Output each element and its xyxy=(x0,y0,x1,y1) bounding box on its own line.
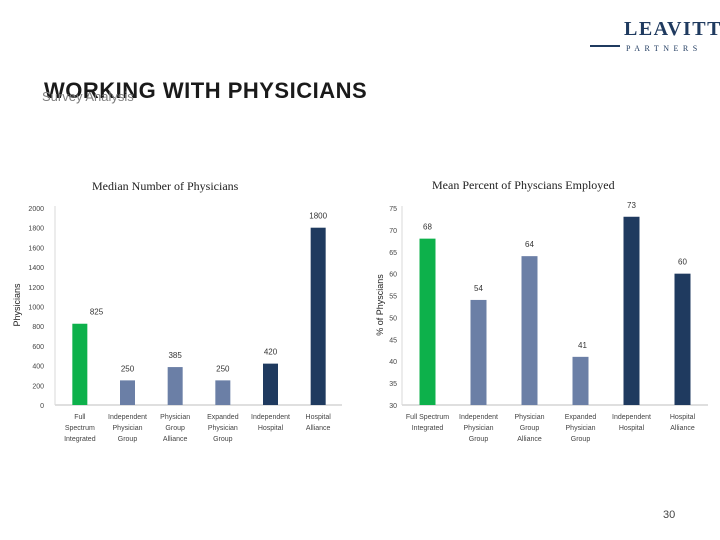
chart1-category-label: Hospital xyxy=(306,414,332,421)
chart2-category-label: Alliance xyxy=(670,425,695,432)
logo-mark-icon xyxy=(590,45,620,47)
chart2-data-label: 41 xyxy=(578,341,587,350)
chart1-category-label: Expanded xyxy=(207,414,239,421)
chart1-data-label: 1800 xyxy=(309,212,327,221)
chart1-category-label: Alliance xyxy=(163,436,188,443)
logo-sub-text: PARTNERS xyxy=(626,44,702,53)
chart2-y-tick-label: 60 xyxy=(389,272,397,279)
chart2-title: Mean Percent of Physcians Employed xyxy=(432,178,615,192)
chart1-data-label: 385 xyxy=(168,351,182,360)
chart2-y-tick-label: 55 xyxy=(389,294,397,301)
chart1-category-label: Integrated xyxy=(64,436,96,443)
chart2-bar xyxy=(470,299,487,405)
chart1-bar xyxy=(263,363,278,405)
chart1-y-tick-label: 1800 xyxy=(28,226,44,233)
chart1-data-label: 420 xyxy=(264,348,278,357)
chart1-y-tick-label: 0 xyxy=(40,403,44,410)
page-subtitle: Survey Analysis xyxy=(42,89,134,104)
chart1-y-tick-label: 200 xyxy=(32,383,44,390)
chart2-category-label: Hospital xyxy=(670,414,696,421)
chart1-bar xyxy=(167,367,183,405)
chart2-bar xyxy=(572,356,589,405)
chart1-bar xyxy=(215,380,231,405)
chart1-data-label: 250 xyxy=(216,364,230,373)
chart2-y-tick-label: 35 xyxy=(389,381,397,388)
chart1-y-tick-label: 400 xyxy=(32,364,44,371)
chart2-category-label: Physician xyxy=(515,414,545,421)
chart2-category-label: Group xyxy=(571,436,591,443)
chart1-y-tick-label: 2000 xyxy=(28,206,44,213)
chart2-category-label: Group xyxy=(520,425,540,432)
chart2-y-tick-label: 75 xyxy=(389,206,397,213)
chart2-bar xyxy=(623,216,640,405)
chart2-y-tick-label: 70 xyxy=(389,228,397,235)
page-number: 30 xyxy=(663,509,676,521)
chart2-category-label: Physician xyxy=(566,425,596,432)
chart1-category-label: Physician xyxy=(160,414,190,421)
chart1-bar xyxy=(120,380,135,405)
chart1-category-label: Independent xyxy=(251,414,290,421)
chart1-y-tick-label: 1400 xyxy=(28,265,44,272)
chart2-category-label: Full Spectrum xyxy=(406,414,449,421)
chart1-category-label: Physician xyxy=(208,425,238,432)
chart2-y-tick-label: 40 xyxy=(389,359,397,366)
chart1-y-tick-label: 1200 xyxy=(28,285,44,292)
chart2-y-tick-label: 30 xyxy=(389,403,397,410)
chart2-category-label: Independent xyxy=(459,414,498,421)
chart2-category-label: Independent xyxy=(612,414,651,421)
chart1-category-label: Full xyxy=(74,414,86,421)
chart2-category-label: Alliance xyxy=(517,436,542,443)
chart2-data-label: 64 xyxy=(525,240,534,249)
chart2-category-label: Hospital xyxy=(619,425,645,432)
chart1-category-label: Group xyxy=(213,436,233,443)
chart1-category-label: Group xyxy=(118,436,138,443)
chart1-y-tick-label: 600 xyxy=(32,344,44,351)
chart2-y-tick-label: 65 xyxy=(389,250,397,257)
chart1-category-label: Alliance xyxy=(306,425,331,432)
chart2-category-label: Physician xyxy=(464,425,494,432)
chart2-category-label: Group xyxy=(469,436,489,443)
chart2-data-label: 68 xyxy=(423,223,432,232)
chart2-data-label: 60 xyxy=(678,258,687,267)
chart2-bar xyxy=(674,273,691,405)
chart1-data-label: 825 xyxy=(90,308,104,317)
page-title: WORKING WITH PHYSICIANS xyxy=(44,78,368,103)
chart1-category-label: Independent xyxy=(108,414,147,421)
chart1-bar xyxy=(72,323,88,405)
chart2-y-tick-label: 50 xyxy=(389,315,397,322)
chart1-y-tick-label: 800 xyxy=(32,324,44,331)
chart1-title: Median Number of Physicians xyxy=(92,179,239,193)
logo-main-text: LEAVITT xyxy=(624,18,720,40)
chart2-bar xyxy=(419,238,436,405)
chart1-data-label: 250 xyxy=(121,364,135,373)
chart1-category-label: Hospital xyxy=(258,425,284,432)
chart2-bar xyxy=(521,256,538,405)
chart2-y-tick-label: 45 xyxy=(389,337,397,344)
chart2-category-label: Integrated xyxy=(412,425,444,432)
chart2-data-label: 73 xyxy=(627,201,636,210)
chart1-y-axis-label: Physicians xyxy=(12,283,22,327)
chart2-category-label: Expanded xyxy=(565,414,597,421)
chart2-y-axis-label: % of Physcians xyxy=(375,274,385,336)
leavitt-partners-logo: LEAVITT PARTNERS xyxy=(590,16,720,56)
chart1-category-label: Physician xyxy=(113,425,143,432)
chart1-category-label: Spectrum xyxy=(65,425,95,432)
chart1-y-tick-label: 1000 xyxy=(28,305,44,312)
chart1-y-tick-label: 1600 xyxy=(28,245,44,252)
chart1-bar xyxy=(310,227,326,405)
chart1-category-label: Group xyxy=(165,425,185,432)
chart2-data-label: 54 xyxy=(474,284,483,293)
